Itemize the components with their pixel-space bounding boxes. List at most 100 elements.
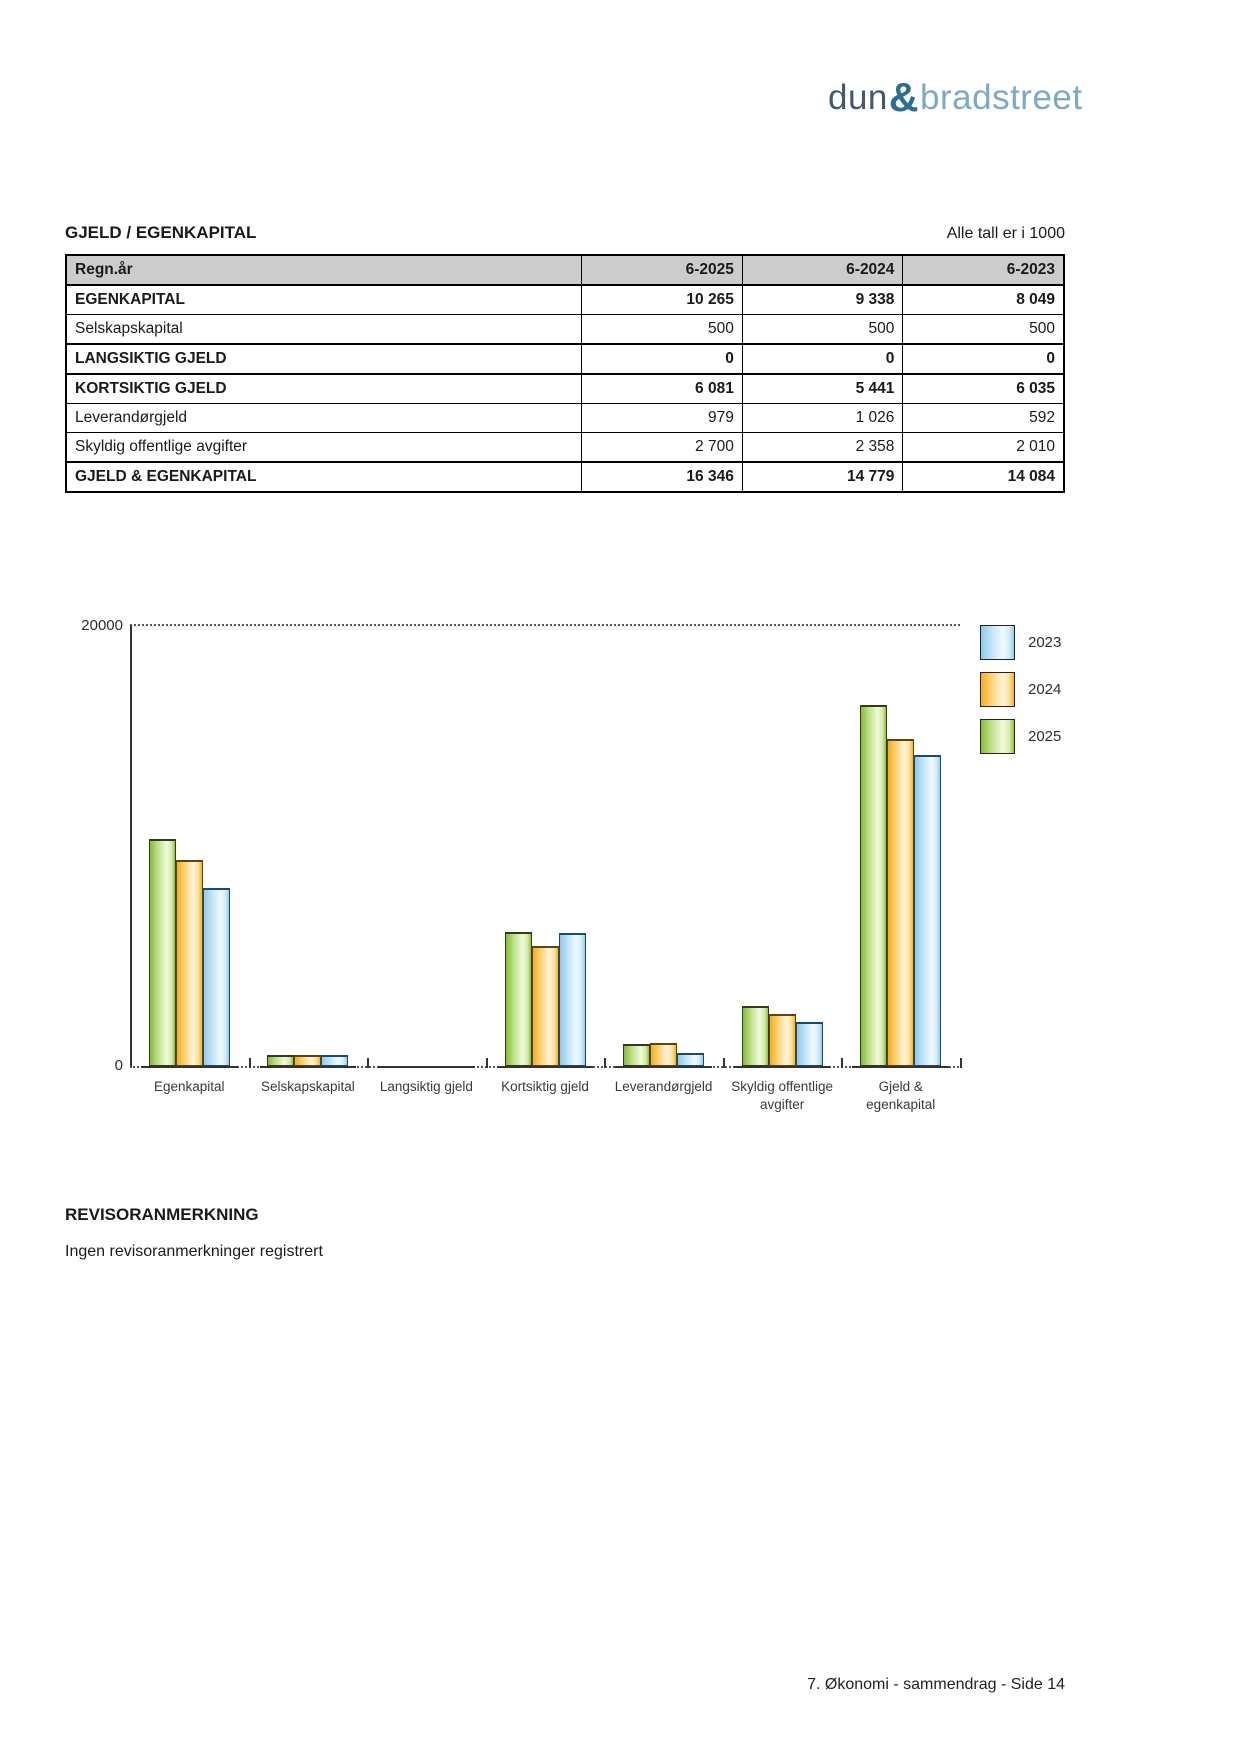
row-value: 8 049 bbox=[902, 284, 1065, 315]
category-label-line: Kortsiktig gjeld bbox=[501, 1079, 589, 1094]
category-label-line: Skyldig offentlige bbox=[731, 1079, 834, 1094]
bar-2025 bbox=[267, 1055, 295, 1066]
row-label: Skyldig offentlige avgifter bbox=[65, 432, 583, 463]
row-label: LANGSIKTIG GJELD bbox=[65, 343, 583, 375]
unit-note: Alle tall er i 1000 bbox=[946, 225, 1065, 242]
category-label: Leverandørgjeld bbox=[582, 1078, 745, 1096]
row-label: KORTSIKTIG GJELD bbox=[65, 373, 583, 404]
x-axis-tick bbox=[604, 1058, 607, 1068]
logo-word-bradstreet: bradstreet bbox=[920, 78, 1083, 117]
table-row: Skyldig offentlige avgifter 2 700 2 358 2 0… bbox=[65, 432, 1065, 463]
table-header-row: Regn.år 6-2025 6-2024 6-2023 bbox=[65, 254, 1065, 286]
category-label-line: Leverandørgjeld bbox=[614, 1079, 713, 1094]
table-row: EGENKAPITAL 10 265 9 338 8 049 bbox=[65, 284, 1065, 315]
bar-group bbox=[267, 1055, 349, 1066]
legend-swatch-2024 bbox=[980, 672, 1015, 707]
row-value: 16 346 bbox=[581, 461, 743, 493]
column-header: 6-2024 bbox=[741, 254, 904, 286]
x-axis-tick bbox=[248, 1058, 251, 1068]
row-value: 6 035 bbox=[902, 373, 1065, 404]
bar-2024 bbox=[768, 1014, 796, 1066]
bar-group bbox=[623, 1043, 705, 1066]
section-title: GJELD / EGENKAPITAL bbox=[65, 223, 257, 242]
row-value: 2 700 bbox=[581, 432, 743, 463]
category-label-line: egenkapital bbox=[866, 1097, 936, 1112]
ampersand-icon: & bbox=[888, 74, 920, 120]
category-label: Langsiktig gjeld bbox=[345, 1078, 508, 1096]
row-value: 0 bbox=[902, 343, 1065, 375]
x-axis-tick bbox=[841, 1058, 844, 1068]
column-header: Regn.år bbox=[65, 254, 583, 286]
row-value: 9 338 bbox=[741, 284, 904, 315]
category-label-line: avgifter bbox=[759, 1097, 805, 1112]
bar-2024 bbox=[887, 739, 915, 1066]
column-header: 6-2023 bbox=[902, 254, 1065, 286]
bar-2025 bbox=[623, 1044, 651, 1066]
bar-2025 bbox=[148, 839, 176, 1066]
row-value: 2 010 bbox=[902, 432, 1065, 463]
legend-label: 2025 bbox=[1028, 728, 1062, 745]
x-axis-tick bbox=[722, 1058, 725, 1068]
chart-legend: 2023 2024 2025 bbox=[980, 625, 1140, 775]
row-label: Selskapskapital bbox=[65, 314, 583, 345]
row-value: 14 084 bbox=[902, 461, 1065, 493]
bar-2023 bbox=[202, 888, 230, 1066]
baseline-segment bbox=[496, 1066, 594, 1068]
x-axis-tick bbox=[485, 1058, 488, 1068]
auditor-remark-text: Ingen revisoranmerkninger registrert bbox=[65, 1243, 323, 1260]
row-value: 14 779 bbox=[741, 461, 904, 493]
row-value: 0 bbox=[741, 343, 904, 375]
category-label-line: Egenkapital bbox=[154, 1079, 225, 1094]
bar-2023 bbox=[795, 1022, 823, 1066]
bar-group bbox=[148, 839, 230, 1066]
row-label: GJELD & EGENKAPITAL bbox=[65, 461, 583, 493]
bar-group bbox=[860, 705, 942, 1066]
baseline-segment bbox=[733, 1066, 831, 1068]
row-value: 5 441 bbox=[741, 373, 904, 404]
financial-table: Regn.år 6-2025 6-2024 6-2023 EGENKAPITAL 10 … bbox=[65, 254, 1065, 493]
legend-swatch-2025 bbox=[980, 719, 1015, 754]
row-label: EGENKAPITAL bbox=[65, 284, 583, 315]
x-axis-tick bbox=[960, 1058, 962, 1068]
column-header: 6-2025 bbox=[581, 254, 743, 286]
row-value: 500 bbox=[581, 314, 743, 345]
gridline-20000 bbox=[130, 624, 960, 626]
legend-label: 2024 bbox=[1028, 681, 1062, 698]
baseline-segment bbox=[141, 1066, 238, 1068]
bar-2024 bbox=[294, 1055, 322, 1066]
row-value: 592 bbox=[902, 403, 1065, 433]
category-label: Selskapskapital bbox=[227, 1078, 390, 1096]
bar-2023 bbox=[321, 1055, 349, 1066]
baseline-segment bbox=[259, 1066, 357, 1068]
bar-2023 bbox=[914, 755, 942, 1066]
row-value: 0 bbox=[581, 343, 743, 375]
row-value: 2 358 bbox=[741, 432, 904, 463]
y-axis-tick-label-zero: 0 bbox=[114, 1057, 123, 1074]
category-label-line: Selskapskapital bbox=[260, 1079, 355, 1094]
table-row: Selskapskapital 500 500 500 bbox=[65, 314, 1065, 345]
row-value: 10 265 bbox=[581, 284, 743, 315]
logo-word-dun: dun bbox=[828, 78, 888, 117]
bar-2025 bbox=[504, 932, 532, 1066]
page-footer: 7. Økonomi - sammendrag - Side 14 bbox=[807, 1676, 1065, 1693]
financial-table-head: Regn.år 6-2025 6-2024 6-2023 bbox=[65, 254, 1065, 286]
row-value: 979 bbox=[581, 403, 743, 433]
row-value: 1 026 bbox=[741, 403, 904, 433]
bar-2023 bbox=[558, 933, 586, 1066]
row-value: 500 bbox=[741, 314, 904, 345]
table-row: GJELD & EGENKAPITAL 16 346 14 779 14 084 bbox=[65, 461, 1065, 493]
table-row: KORTSIKTIG GJELD 6 081 5 441 6 035 bbox=[65, 373, 1065, 404]
category-label: Gjeld & egenkapital bbox=[819, 1078, 982, 1114]
y-axis-tick-label-max: 20000 bbox=[81, 617, 123, 634]
category-label-line: Langsiktig gjeld bbox=[379, 1079, 473, 1094]
section-header: GJELD / EGENKAPITAL Alle tall er i 1000 bbox=[65, 223, 1065, 243]
table-row: LANGSIKTIG GJELD 0 0 0 bbox=[65, 343, 1065, 375]
row-value: 6 081 bbox=[581, 373, 743, 404]
dun-bradstreet-logo: dun&bradstreet bbox=[828, 72, 1083, 120]
auditor-remark-heading: REVISORANMERKNING bbox=[65, 1205, 259, 1224]
bar-2025 bbox=[860, 705, 888, 1066]
table-row: Leverandørgjeld 979 1 026 592 bbox=[65, 403, 1065, 433]
bar-2024 bbox=[175, 860, 203, 1066]
category-label: Kortsiktig gjeld bbox=[464, 1078, 627, 1096]
